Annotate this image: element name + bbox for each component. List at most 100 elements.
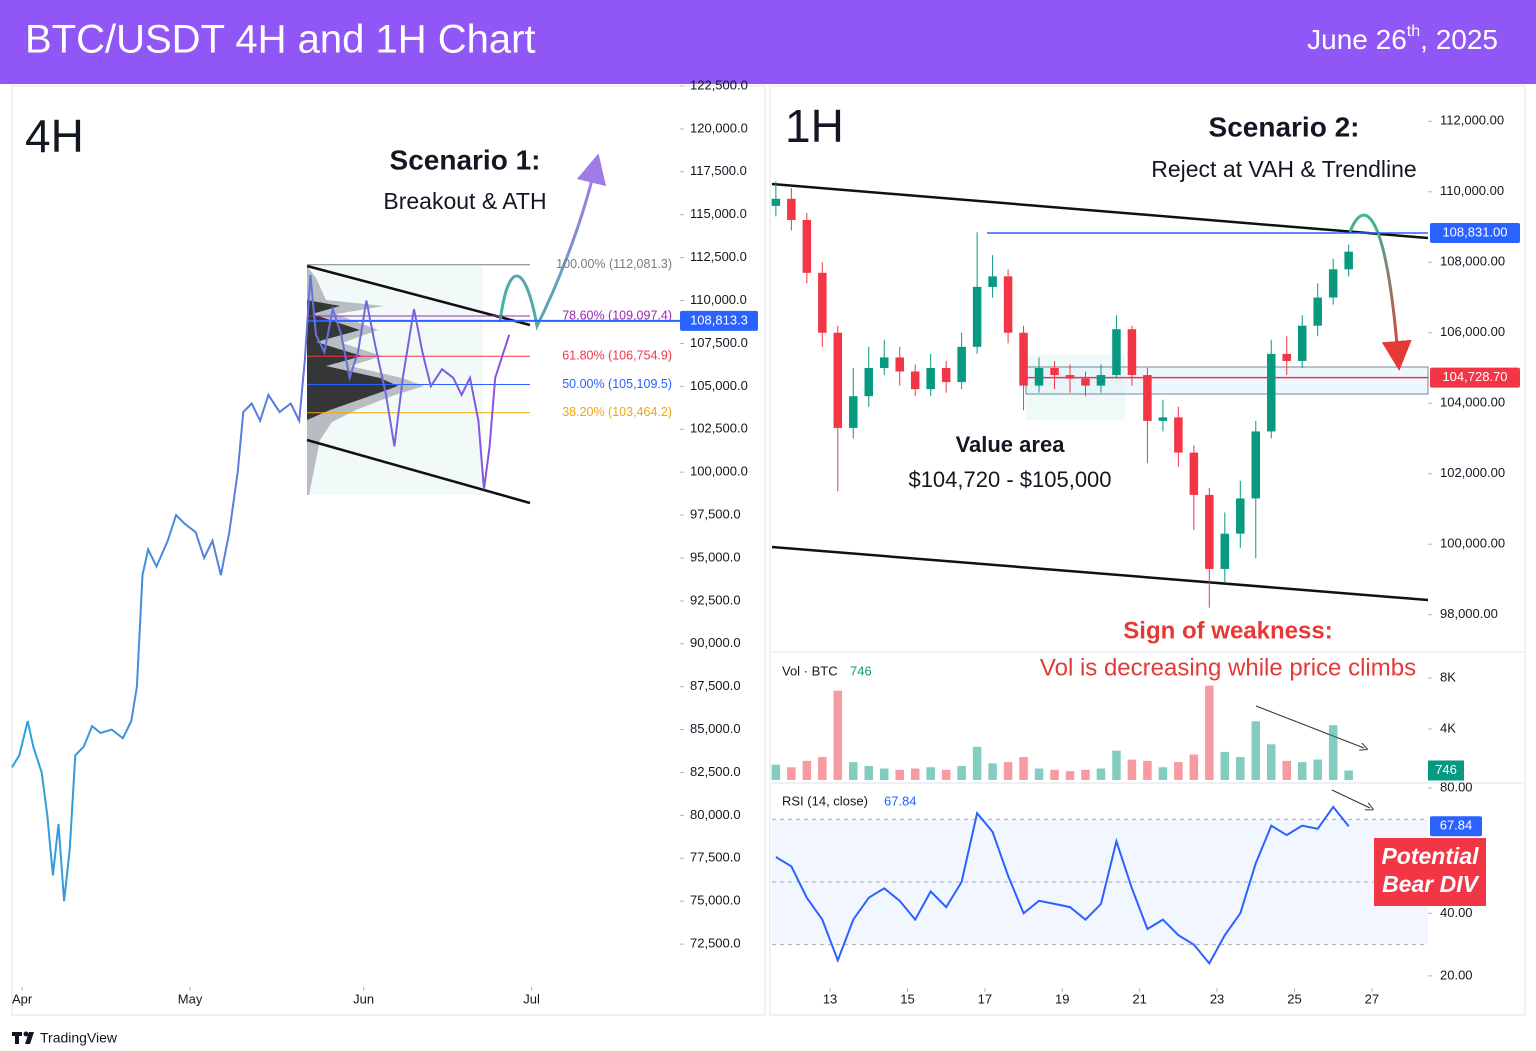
candle-body: [1189, 452, 1199, 495]
rsi-line: [775, 805, 1350, 966]
candle-body: [1328, 269, 1338, 298]
scenario-detail: Reject at VAH & Trendline: [1151, 156, 1416, 182]
volume-bar: [1220, 751, 1230, 780]
header-title: BTC/USDT 4H and 1H Chart: [25, 18, 536, 62]
x-tick-label: 27: [1365, 991, 1379, 1006]
y-tick-label: 90,000.0: [690, 635, 741, 650]
date-day: June 26: [1307, 24, 1407, 55]
candle-body: [802, 219, 812, 273]
candle-body: [864, 368, 874, 397]
volume-bar: [1297, 762, 1307, 780]
fib-label: 50.00% (105,109.5): [562, 377, 672, 391]
panel-title: 1H: [785, 100, 844, 152]
fib-label: 78.60% (109,097.4): [562, 308, 672, 322]
y-tick-label: 20.00: [1440, 967, 1473, 982]
volume-bar: [941, 769, 951, 780]
candle-body: [833, 332, 843, 428]
candle-body: [1143, 375, 1152, 421]
volume-bar: [1065, 771, 1075, 780]
trendline: [771, 545, 1429, 602]
right-panel: [769, 85, 1526, 1016]
y-tick-label: 108,000.00: [1440, 254, 1505, 269]
volume-bar: [1344, 770, 1353, 780]
candle-body: [1313, 297, 1322, 326]
volume-bar: [1112, 750, 1121, 780]
volume-bar: [1050, 769, 1059, 780]
volume-bar: [864, 765, 874, 780]
volume-bar: [1313, 759, 1322, 780]
x-tick-label: 19: [1055, 991, 1069, 1006]
candle-body: [1174, 417, 1183, 453]
y-tick-label: 85,000.0: [690, 721, 741, 736]
trend-arrow: [1331, 789, 1370, 808]
candle-body: [849, 396, 858, 428]
volume-value: 746: [850, 663, 872, 678]
header-date: June 26th, 2025: [1307, 23, 1498, 55]
y-tick-label: 106,000.00: [1440, 324, 1505, 339]
price-tag: [680, 310, 758, 331]
volume-tag-label: 746: [1435, 762, 1457, 777]
volume-bar: [833, 690, 843, 780]
candle-body: [941, 368, 951, 383]
candle-body: [1096, 375, 1106, 386]
trendline: [771, 182, 1429, 240]
y-tick-label: 120,000.0: [690, 120, 748, 135]
candle-body: [1065, 375, 1075, 379]
scenario-arrow: [1348, 213, 1412, 371]
date-year: , 2025: [1420, 24, 1498, 55]
price-tag: [1430, 367, 1520, 388]
candle-body: [1344, 251, 1353, 270]
x-tick-label: 25: [1287, 991, 1301, 1006]
x-tick-label: Jul: [523, 991, 540, 1006]
price-tag-label: 108,813.3: [690, 312, 748, 327]
y-tick-label: 110,000.00: [1440, 183, 1504, 198]
volume-bar: [1174, 762, 1183, 780]
y-tick-label: 87,500.0: [690, 678, 741, 693]
volume-bar: [1143, 760, 1152, 780]
logo: [25, 1032, 34, 1044]
y-tick-label: 40.00: [1440, 905, 1473, 920]
y-tick-label: 100,000.00: [1440, 536, 1505, 551]
candle-body: [818, 272, 827, 333]
candle-body: [926, 368, 935, 390]
candle-body: [910, 371, 920, 390]
candle-body: [1282, 353, 1291, 361]
trend-arrow: [1255, 705, 1364, 748]
volume-bar: [1127, 759, 1137, 780]
header-bar: [0, 0, 1536, 84]
volume-bar: [910, 768, 920, 780]
logo: [23, 1031, 29, 1037]
y-tick-label: 107,500.0: [690, 335, 748, 350]
rsi-tag-label: 67.84: [1440, 818, 1473, 833]
y-tick-label: 110,000.0: [690, 292, 747, 307]
volume-bar: [879, 768, 889, 780]
volume-bar: [926, 767, 935, 780]
y-tick-label: 102,500.0: [690, 421, 748, 436]
volume-label: Vol · BTC: [782, 663, 838, 678]
y-tick-label: 115,000.0: [690, 206, 747, 221]
value-area-title: Value area: [956, 432, 1066, 457]
candle-body: [895, 357, 904, 372]
y-tick-label: 75,000.0: [690, 893, 741, 908]
volume-bar: [1096, 768, 1106, 780]
y-tick-label: 112,500.0: [690, 249, 747, 264]
scenario-title: Scenario 1:: [390, 144, 541, 175]
brand: TradingView: [40, 1030, 118, 1046]
volume-bar: [1236, 757, 1245, 780]
candle-body: [972, 286, 982, 347]
fib-label: 100.00% (112,081.3): [556, 257, 672, 271]
x-tick-label: May: [178, 991, 203, 1006]
volume-profile-core: [307, 300, 398, 420]
candle-body: [957, 346, 966, 383]
fib-label: 38.20% (103,464.2): [562, 405, 672, 419]
volume-bar: [1158, 767, 1168, 780]
price-tag-label: 108,831.00: [1442, 224, 1507, 239]
price-line-series: [11, 274, 511, 902]
x-tick-label: 23: [1210, 991, 1224, 1006]
y-tick-label: 105,000.0: [690, 378, 748, 393]
volume-bar: [1328, 725, 1338, 780]
volume-bar: [1251, 721, 1261, 780]
weakness-title: Sign of weakness:: [1123, 617, 1332, 644]
